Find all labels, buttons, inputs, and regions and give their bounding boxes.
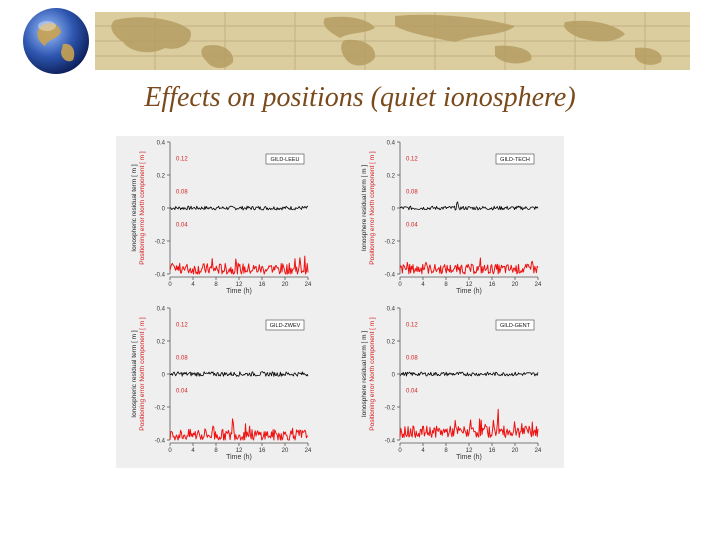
y-tick-label: -0.4 [385, 273, 396, 279]
x-tick-label: 8 [214, 448, 218, 454]
x-tick-label: 24 [535, 282, 542, 288]
x-tick-label: 20 [512, 448, 519, 454]
x-tick-label: 0 [168, 448, 172, 454]
y-axis-label-right: Positioning error North component [ m ] [139, 317, 146, 431]
y-tick-label: -0.4 [155, 273, 166, 279]
x-tick-label: 16 [489, 282, 496, 288]
y-axis-label-right: Positioning error North component [ m ] [369, 317, 376, 431]
x-axis-label: Time (h) [456, 288, 482, 295]
slide-title: Effects on positions (quiet ionosphere) [144, 82, 576, 113]
x-tick-label: 16 [259, 448, 266, 454]
y-tick-label: -0.4 [385, 439, 396, 445]
chart-panel-3: 0.4 0.2 0 -0.2 -0.4 0.12 0.08 0.04 0 4 8 12 16 20 24 Ti… [131, 307, 312, 462]
x-tick-label: 4 [421, 448, 425, 454]
series-line-positioning-error [399, 257, 539, 275]
y-tick-label: 0.2 [387, 340, 396, 346]
station-label: GILD-GENT [500, 323, 531, 329]
x-axis-label: Time (h) [456, 454, 482, 461]
y-tick-label: -0.2 [385, 240, 396, 246]
station-label: GILD-ZWEV [270, 323, 301, 329]
figure-panel: 0.4 0.2 0 -0.2 -0.4 0.12 0.08 0.04 0 4 8 12 16 20 24 Ti… [116, 136, 564, 468]
y-axis-label: Ionospheric residual term [ m ] [131, 330, 138, 418]
y-tick-label: -0.4 [155, 439, 166, 445]
station-legend-box [495, 319, 535, 331]
x-tick-label: 16 [489, 448, 496, 454]
x-tick-label: 20 [282, 448, 289, 454]
y-tick-label: 0.2 [387, 174, 396, 180]
y-tick-label: 0.4 [157, 141, 166, 147]
y-tick-label-right: 0.12 [406, 323, 418, 329]
y-tick-label: -0.2 [155, 406, 166, 412]
series-line-ionospheric-residual [399, 371, 539, 377]
y-axis-label-right: Positioning error North component [ m ] [369, 151, 376, 265]
y-tick-label: 0 [392, 373, 396, 379]
station-legend-box [265, 153, 305, 165]
y-tick-label: 0.2 [157, 340, 166, 346]
x-tick-label: 12 [466, 282, 473, 288]
x-tick-label: 20 [282, 282, 289, 288]
y-axis-label-right: Positioning error North component [ m ] [139, 151, 146, 265]
world-map-banner [95, 12, 690, 70]
x-tick-label: 24 [305, 282, 312, 288]
y-tick-label: -0.2 [155, 240, 166, 246]
chart-panel-2: 0.4 0.2 0 -0.2 -0.4 0.12 0.08 0.04 0 4 8 12 16 20 24 Ti… [361, 141, 542, 296]
y-tick-label-right: 0.04 [176, 223, 188, 229]
series-line-ionospheric-residual [169, 371, 309, 377]
station-legend-box [265, 319, 305, 331]
series-line-ionospheric-residual [399, 201, 539, 211]
y-axis-label: Ionosphere residual term [ m ] [361, 165, 368, 252]
y-tick-label-right: 0.04 [406, 223, 418, 229]
series-line-positioning-error [399, 408, 539, 438]
chart-panel-4: 0.4 0.2 0 -0.2 -0.4 0.12 0.08 0.04 0 4 8 12 16 20 24 Ti… [361, 307, 542, 462]
y-tick-label: 0 [392, 207, 396, 213]
y-tick-label-right: 0.08 [176, 356, 188, 362]
y-tick-label: 0.4 [387, 141, 396, 147]
x-axis-label: Time (h) [226, 288, 252, 295]
station-legend-box [495, 153, 535, 165]
y-tick-label: 0.2 [157, 174, 166, 180]
station-label: GILD-TECH [500, 157, 530, 163]
y-tick-label-right: 0.08 [176, 190, 188, 196]
series-line-positioning-error [169, 255, 309, 275]
y-tick-label-right: 0.04 [176, 389, 188, 395]
y-tick-label-right: 0.12 [176, 323, 188, 329]
y-tick-label-right: 0.04 [406, 389, 418, 395]
x-tick-label: 20 [512, 282, 519, 288]
series-line-ionospheric-residual [169, 205, 309, 211]
y-tick-label: 0 [162, 373, 166, 379]
chart-grid: 0.4 0.2 0 -0.2 -0.4 0.12 0.08 0.04 0 4 8 12 16 20 24 Ti… [131, 141, 542, 462]
x-tick-label: 24 [305, 448, 312, 454]
x-tick-label: 16 [259, 282, 266, 288]
globe-icon [23, 8, 89, 74]
y-tick-label: 0.4 [387, 307, 396, 313]
x-tick-label: 24 [535, 448, 542, 454]
x-tick-label: 8 [444, 448, 448, 454]
y-tick-label: 0 [162, 207, 166, 213]
y-tick-label: 0.4 [157, 307, 166, 313]
x-tick-label: 4 [191, 448, 195, 454]
chart-panel-1: 0.4 0.2 0 -0.2 -0.4 0.12 0.08 0.04 0 4 8 12 16 20 24 Ti… [131, 141, 312, 296]
x-tick-label: 0 [168, 282, 172, 288]
x-tick-label: 4 [191, 282, 195, 288]
x-tick-label: 12 [236, 282, 243, 288]
y-tick-label-right: 0.12 [176, 157, 188, 163]
x-axis-label: Time (h) [226, 454, 252, 461]
y-tick-label: -0.2 [385, 406, 396, 412]
y-axis-label: Ionosphere residual term [ m ] [361, 331, 368, 418]
series-line-positioning-error [169, 418, 309, 441]
station-label: GILD-LEEU [270, 157, 299, 163]
x-tick-label: 0 [398, 282, 402, 288]
y-tick-label-right: 0.12 [406, 157, 418, 163]
x-tick-label: 8 [444, 282, 448, 288]
y-axis-label: Ionospheric residual term [ m ] [131, 164, 138, 252]
x-tick-label: 8 [214, 282, 218, 288]
y-tick-label-right: 0.08 [406, 356, 418, 362]
x-tick-label: 12 [236, 448, 243, 454]
x-tick-label: 0 [398, 448, 402, 454]
y-tick-label-right: 0.08 [406, 190, 418, 196]
x-tick-label: 12 [466, 448, 473, 454]
x-tick-label: 4 [421, 282, 425, 288]
